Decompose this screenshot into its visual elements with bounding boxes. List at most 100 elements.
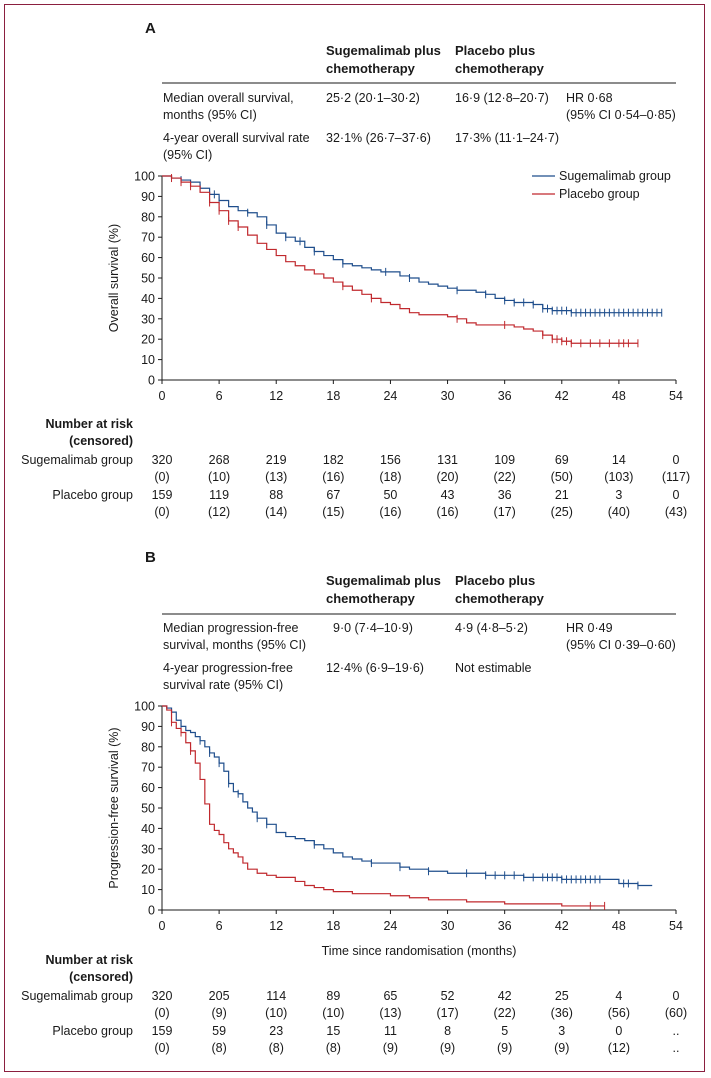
risk-count: 131	[437, 453, 458, 467]
panel-a-letter: A	[145, 20, 156, 37]
panel-a-risk-table: Number at risk (censored) Sugemalimab gr…	[21, 417, 690, 519]
table-a-col2-header-line1: Placebo plus	[455, 43, 535, 58]
risk-censored: (8)	[326, 1041, 341, 1055]
y-tick-label: 20	[141, 863, 155, 877]
risk-count: 42	[498, 989, 512, 1003]
risk-count: 3	[558, 1024, 565, 1038]
y-tick-label: 80	[141, 740, 155, 754]
table-b-row1-label-line1: Median progression-free	[163, 621, 299, 635]
table-a-hazard-ratio-ci: (95% CI 0·54–0·85)	[566, 108, 676, 122]
risk-count: 3	[615, 488, 622, 502]
risk-count: 205	[209, 989, 230, 1003]
table-b-row1-placebo: 4·9 (4·8–5·2)	[455, 621, 528, 635]
x-tick-label: 18	[326, 389, 340, 403]
y-tick-label: 70	[141, 231, 155, 245]
risk-count: 11	[384, 1024, 397, 1038]
risk-count: 5	[501, 1024, 508, 1038]
x-tick-label: 12	[269, 389, 283, 403]
risk-count: 65	[383, 989, 397, 1003]
table-b-col1-header-line1: Sugemalimab plus	[326, 573, 441, 588]
risk-a-placebo-label: Placebo group	[52, 488, 133, 502]
risk-censored: (0)	[154, 1041, 169, 1055]
risk-censored: (8)	[269, 1041, 284, 1055]
table-b-row1-label-line2: survival, months (95% CI)	[163, 638, 306, 652]
risk-a-values: 320 268 219 182 156 131 109 69 14 0 (0) (10) (13) (16…	[152, 453, 691, 519]
risk-count: 67	[326, 488, 340, 502]
y-tick-label: 50	[141, 272, 155, 286]
table-a-row1-sugemalimab: 25·2 (20·1–30·2)	[326, 91, 420, 105]
risk-count: 114	[266, 989, 286, 1003]
risk-count: 69	[555, 453, 569, 467]
table-a-col1-header-line1: Sugemalimab plus	[326, 43, 441, 58]
y-tick-label: 100	[134, 170, 155, 184]
y-tick-label: 60	[141, 781, 155, 795]
chart-a-overall-survival: 0 10 20 30 40 50 60 70 80 90 100 0 6 12 18 24 30 36 42 48 54…	[107, 170, 683, 404]
y-tick-label: 40	[141, 292, 155, 306]
risk-count: 14	[612, 453, 626, 467]
risk-censored: (17)	[494, 505, 516, 519]
table-b-row1-sugemalimab: 9·0 (7·4–10·9)	[333, 621, 413, 635]
risk-censored: (10)	[265, 1006, 287, 1020]
risk-b-values: 320 205 114 89 65 52 42 25 4 0 (0) (9) (10) (10) (13) (…	[152, 989, 688, 1055]
risk-count: 8	[444, 1024, 451, 1038]
placebo-group-curve	[162, 175, 638, 344]
risk-count: 219	[266, 453, 287, 467]
risk-a-header-line2: (censored)	[69, 434, 133, 448]
risk-b-header-line2: (censored)	[69, 970, 133, 984]
x-tick-label: 54	[669, 919, 683, 933]
x-tick-label: 30	[441, 919, 455, 933]
risk-censored: (17)	[436, 1006, 458, 1020]
risk-censored: (18)	[379, 470, 401, 484]
risk-b-sugemalimab-label: Sugemalimab group	[21, 989, 133, 1003]
y-tick-label: 10	[141, 353, 155, 367]
risk-censored: (13)	[265, 470, 287, 484]
table-b-hazard-ratio: HR 0·49	[566, 621, 613, 635]
x-tick-label: 36	[498, 919, 512, 933]
risk-a-header-line1: Number at risk	[45, 417, 133, 431]
risk-censored: (25)	[551, 505, 573, 519]
risk-a-sugemalimab-label: Sugemalimab group	[21, 453, 133, 467]
chart-b-progression-free-survival: 0 10 20 30 40 50 60 70 80 90 100 0 6 12 18 24 30 36 42 48 54…	[107, 700, 683, 959]
table-b-col1-header-line2: chemotherapy	[326, 591, 416, 606]
risk-count: 43	[441, 488, 455, 502]
risk-censored: (56)	[608, 1006, 630, 1020]
table-a-col2-header-line2: chemotherapy	[455, 61, 545, 76]
risk-censored: (50)	[551, 470, 573, 484]
figure-frame	[4, 4, 705, 1072]
risk-censored: (22)	[494, 470, 516, 484]
x-tick-label: 42	[555, 919, 569, 933]
y-tick-label: 60	[141, 251, 155, 265]
y-tick-label: 80	[141, 210, 155, 224]
table-a-row1-placebo: 16·9 (12·8–20·7)	[455, 91, 549, 105]
risk-censored: ..	[673, 1041, 680, 1055]
legend-sugemalimab-label: Sugemalimab group	[559, 169, 671, 183]
risk-count: 4	[615, 989, 622, 1003]
panel-b: B Sugemalimab plus chemotherapy Placebo …	[21, 549, 687, 1055]
risk-count: 59	[212, 1024, 226, 1038]
table-a-row1-label-line1: Median overall survival,	[163, 91, 294, 105]
y-tick-label: 90	[141, 720, 155, 734]
risk-count: 109	[494, 453, 515, 467]
y-tick-label: 50	[141, 802, 155, 816]
risk-censored: (0)	[154, 505, 169, 519]
x-tick-label: 54	[669, 389, 683, 403]
risk-censored: (40)	[608, 505, 630, 519]
table-b-row2-sugemalimab: 12·4% (6·9–19·6)	[326, 661, 424, 675]
legend-placebo-label: Placebo group	[559, 187, 640, 201]
y-tick-label: 0	[148, 904, 155, 918]
table-a-row1-label-line2: months (95% CI)	[163, 108, 257, 122]
table-a-row2-placebo: 17·3% (11·1–24·7)	[455, 131, 559, 145]
x-tick-label: 48	[612, 389, 626, 403]
risk-censored: (12)	[608, 1041, 630, 1055]
risk-censored: (22)	[494, 1006, 516, 1020]
y-tick-label: 40	[141, 822, 155, 836]
risk-count: 88	[269, 488, 283, 502]
x-axis-title: Time since randomisation (months)	[322, 944, 517, 958]
x-tick-label: 12	[269, 919, 283, 933]
risk-count: 23	[269, 1024, 283, 1038]
risk-censored: (16)	[436, 505, 458, 519]
risk-count: 0	[615, 1024, 622, 1038]
risk-censored: (8)	[211, 1041, 226, 1055]
x-tick-label: 0	[159, 389, 166, 403]
